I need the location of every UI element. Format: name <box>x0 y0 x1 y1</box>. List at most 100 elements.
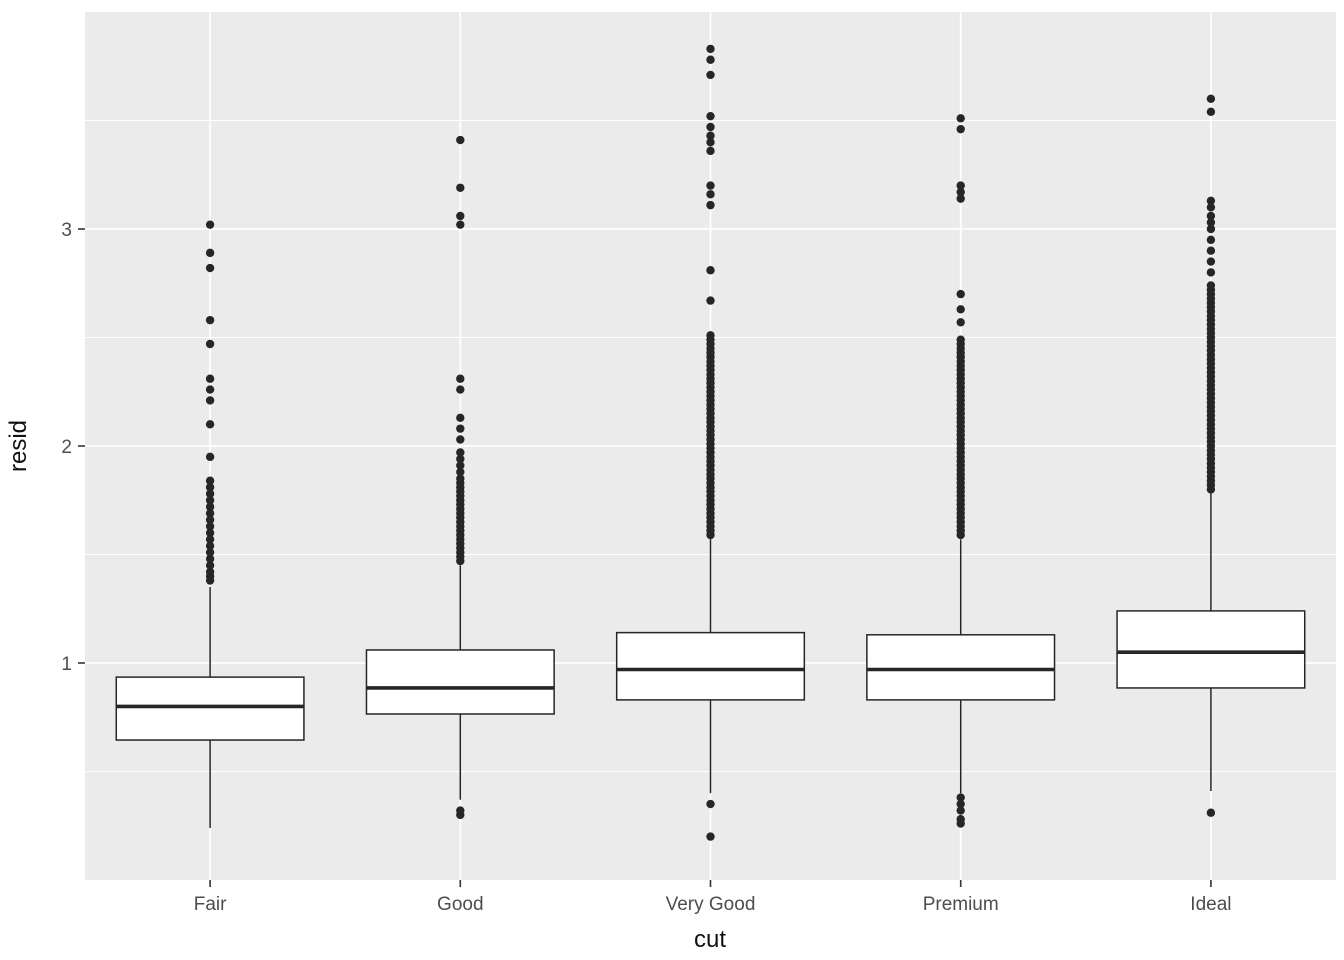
y-tick-label: 2 <box>61 437 72 458</box>
boxplot-good <box>365 135 555 820</box>
iqr-box <box>866 634 1056 701</box>
outlier-point <box>706 331 715 340</box>
x-tick-label: Premium <box>923 894 999 915</box>
outlier-point <box>956 815 965 824</box>
outlier-point <box>205 263 215 273</box>
outlier-point <box>456 413 465 422</box>
outlier-point <box>456 135 465 145</box>
outlier-point <box>205 489 215 498</box>
outlier-point <box>205 248 215 258</box>
outlier-point <box>205 548 215 557</box>
outlier-point <box>1206 203 1216 212</box>
outlier-point <box>205 420 215 429</box>
outlier-point <box>205 561 215 570</box>
outlier-point <box>956 114 965 123</box>
outlier-point <box>456 461 465 470</box>
outlier-point <box>706 131 715 140</box>
iqr-box <box>115 676 305 741</box>
outlier-point <box>1206 808 1216 817</box>
outlier-point <box>956 806 965 815</box>
outlier-point <box>956 318 965 327</box>
outlier-point <box>456 424 465 433</box>
outlier-point <box>1206 235 1216 245</box>
outlier-point <box>706 122 715 132</box>
outlier-point <box>205 385 215 394</box>
outlier-point <box>205 541 215 551</box>
outlier-point <box>956 124 965 134</box>
outlier-point <box>205 522 215 531</box>
x-tick-label: Ideal <box>1190 894 1231 915</box>
outlier-point <box>956 187 965 197</box>
outlier-point <box>205 535 215 544</box>
y-tick-label: 1 <box>61 654 72 675</box>
outlier-point <box>706 55 715 64</box>
outlier-point <box>706 799 715 809</box>
outlier-point <box>706 200 715 210</box>
outlier-point <box>956 194 965 203</box>
x-tick-label: Good <box>437 894 483 915</box>
outlier-point <box>205 483 215 492</box>
outlier-point <box>1206 107 1216 117</box>
outlier-point <box>205 528 215 537</box>
outlier-point <box>1206 218 1216 227</box>
boxplot-premium <box>866 114 1056 828</box>
outlier-point <box>456 448 465 457</box>
outlier-point <box>456 385 465 394</box>
boxplot-very-good <box>615 44 806 841</box>
iqr-box <box>615 631 806 701</box>
outlier-point <box>456 183 465 192</box>
outlier-point <box>456 211 465 221</box>
outlier-point <box>706 296 715 305</box>
outlier-point <box>205 502 215 511</box>
outlier-point <box>706 181 715 190</box>
outlier-point <box>205 554 215 564</box>
boxplot-fair <box>115 220 305 828</box>
outlier-point <box>205 315 215 325</box>
outlier-point <box>205 509 215 518</box>
outlier-point <box>956 181 965 190</box>
outlier-point <box>205 374 215 383</box>
outlier-point <box>205 339 215 349</box>
outlier-point <box>956 305 965 314</box>
outlier-point <box>1206 281 1216 290</box>
outlier-point <box>1206 246 1216 255</box>
outlier-point <box>706 138 715 147</box>
outlier-point <box>956 793 965 802</box>
outlier-point <box>456 454 465 464</box>
iqr-box <box>1116 610 1306 689</box>
outlier-point <box>1206 211 1216 221</box>
outlier-point <box>956 335 965 344</box>
outlier-point <box>456 220 465 229</box>
outlier-point <box>1206 94 1216 104</box>
outlier-point <box>205 515 215 524</box>
outlier-point <box>706 266 715 275</box>
outlier-point <box>205 220 215 229</box>
x-tick-label: Very Good <box>666 894 756 915</box>
outlier-point <box>456 374 465 383</box>
iqr-box <box>365 649 555 715</box>
x-axis-title: cut <box>694 926 726 953</box>
outlier-point <box>205 396 215 405</box>
outlier-point <box>456 806 465 815</box>
outlier-point <box>205 567 215 577</box>
outlier-point <box>706 190 715 199</box>
outlier-point <box>456 467 465 477</box>
outlier-point <box>205 496 215 505</box>
outlier-point <box>456 435 465 444</box>
y-tick-label: 3 <box>61 220 72 241</box>
outlier-point <box>706 146 715 156</box>
outlier-point <box>1206 257 1216 266</box>
outlier-point <box>205 452 215 462</box>
outlier-point <box>706 111 715 121</box>
outlier-point <box>456 474 465 483</box>
outlier-point <box>1206 196 1216 205</box>
outlier-point <box>956 799 965 809</box>
x-tick-label: Fair <box>194 894 227 915</box>
outlier-point <box>706 832 715 841</box>
plot-area: 1 2 3 Fair Good Very Good Premium Ideal <box>61 12 1336 915</box>
y-axis-title: resid <box>5 420 32 472</box>
outlier-point <box>706 70 715 80</box>
outlier-point <box>1206 268 1216 277</box>
